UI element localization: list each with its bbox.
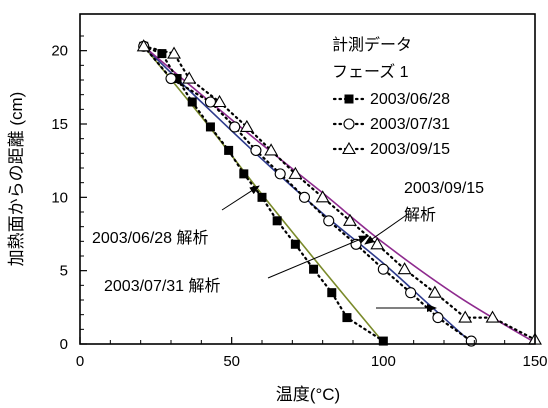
- point-s1-9: [377, 263, 389, 275]
- point-s2-5: [264, 143, 279, 156]
- annotation-0731-arrow: [267, 235, 369, 279]
- point-s2-12: [458, 310, 473, 323]
- point-s2-13: [485, 310, 500, 323]
- series-line-2: [142, 45, 537, 341]
- point-s1-7: [323, 215, 335, 227]
- point-s0-10: [309, 264, 319, 274]
- y-tick-label: 0: [60, 336, 68, 353]
- point-s1-5: [274, 168, 286, 180]
- plot-frame: [79, 13, 536, 345]
- point-s1-4: [250, 144, 262, 156]
- point-s1-2: [204, 96, 216, 108]
- point-s2-6: [288, 166, 303, 179]
- point-s0-5: [224, 145, 234, 155]
- point-s1-6: [298, 191, 311, 203]
- y-axis: 0 5 10 15 20: [51, 35, 87, 353]
- y-axis-title: 加熱面からの距離 (cm): [7, 92, 26, 267]
- annotation-0915-label-line-1: 2003/09/15: [404, 180, 484, 197]
- point-s1-10: [405, 287, 417, 299]
- legend-marker-1: [343, 118, 355, 130]
- legend-marker-2: [342, 141, 356, 155]
- annotation-0628-arrow: [221, 185, 260, 211]
- point-s2-9: [370, 237, 385, 250]
- point-s2-7: [315, 190, 330, 203]
- annotation-0628-label: 2003/06/28 解析: [92, 229, 209, 247]
- x-tick-label: 50: [223, 353, 240, 370]
- x-tick-label: 150: [522, 353, 547, 370]
- x-axis-title: 温度(°C): [276, 385, 340, 404]
- legend-label-0: 2003/06/28: [370, 91, 450, 108]
- annotation-0915-label-line-2: 解析: [404, 206, 436, 224]
- x-tick-label: 100: [371, 353, 396, 370]
- legend-title-line-1: 計測データ: [332, 35, 412, 54]
- y-tick-label: 20: [51, 43, 68, 60]
- point-s0-7: [257, 192, 267, 202]
- y-tick-label: 5: [60, 263, 68, 280]
- y-tick-label: 15: [51, 116, 68, 133]
- legend: 計測データ フェーズ 1 2003/06/28 2003/07/31 2003/09…: [332, 35, 450, 158]
- point-s2-4: [239, 119, 254, 132]
- legend-marker-0: [344, 94, 354, 104]
- point-s0-3: [187, 97, 197, 107]
- x-axis: 0 50 100 150: [76, 337, 548, 370]
- point-s0-4: [205, 122, 215, 132]
- point-s1-1: [165, 72, 177, 85]
- point-s0-2: [172, 74, 182, 84]
- legend-title-line-2: フェーズ 1: [332, 63, 409, 81]
- point-s0-12: [342, 313, 352, 323]
- point-s0-6: [239, 169, 249, 179]
- point-s2-2: [182, 71, 197, 84]
- point-s2-11: [427, 285, 442, 298]
- point-s0-11: [327, 288, 337, 298]
- point-s2-8: [343, 213, 357, 226]
- point-s0-8: [272, 216, 282, 226]
- legend-label-1: 2003/07/31: [370, 116, 450, 133]
- point-s0-1: [157, 49, 167, 59]
- point-s2-10: [397, 262, 412, 275]
- point-s2-1: [167, 46, 181, 59]
- point-s2-0: [136, 39, 151, 52]
- annotation-0915-arrow: [364, 213, 409, 245]
- point-s1-11: [432, 312, 444, 324]
- x-tick-label: 0: [76, 353, 84, 370]
- annotations: 2003/06/28 解析 2003/07/31 解析 2003/09/15 解…: [92, 180, 484, 312]
- point-s0-9: [290, 239, 300, 249]
- legend-label-2: 2003/09/15: [370, 141, 450, 158]
- annotation-0731-label: 2003/07/31 解析: [104, 277, 221, 295]
- y-tick-label: 10: [51, 189, 68, 206]
- point-s1-3: [229, 121, 241, 133]
- point-s2-3: [212, 94, 227, 108]
